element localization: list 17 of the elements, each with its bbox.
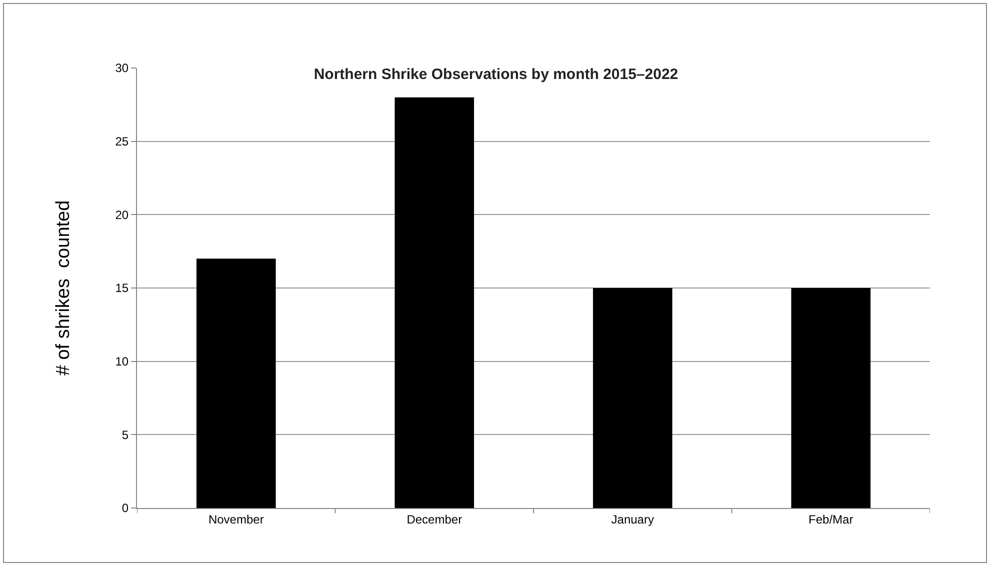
y-axis-title: # of shrikes counted bbox=[53, 200, 74, 376]
chart-title: Northern Shrike Observations by month 2015–2022 bbox=[314, 66, 678, 84]
bar bbox=[196, 258, 276, 508]
y-tick-label: 10 bbox=[115, 354, 129, 369]
x-tick-label: January bbox=[611, 512, 654, 526]
y-tick-label: 0 bbox=[122, 501, 129, 516]
x-tick-label: Feb/Mar bbox=[808, 512, 854, 526]
y-tick-label: 25 bbox=[115, 134, 129, 149]
bar bbox=[791, 288, 871, 508]
bar bbox=[592, 288, 672, 508]
y-tick-label: 15 bbox=[115, 281, 129, 296]
y-tick-label: 20 bbox=[115, 208, 129, 222]
x-tick-label: December bbox=[406, 512, 462, 526]
x-tick-label: November bbox=[208, 512, 264, 526]
bar bbox=[394, 97, 474, 508]
y-tick-label: 30 bbox=[115, 61, 129, 76]
y-tick-label: 5 bbox=[122, 428, 129, 442]
